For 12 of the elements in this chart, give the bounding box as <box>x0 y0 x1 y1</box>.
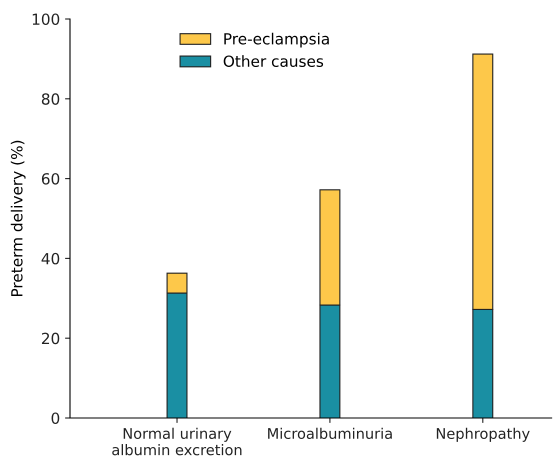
y-tick-label: 80 <box>42 93 60 105</box>
y-tick-label: 60 <box>42 173 60 185</box>
y-tick-label: 40 <box>42 252 60 264</box>
x-tick-label: Nephropathy <box>436 428 530 442</box>
y-axis-title: Preterm delivery (%) <box>10 140 26 296</box>
legend-label: Other causes <box>224 55 324 67</box>
y-tick-label: 20 <box>42 332 60 344</box>
x-tick-label: Normal urinary albumin excretion <box>112 428 242 456</box>
y-tick-label: 0 <box>52 412 60 424</box>
legend-label: Pre-eclampsia <box>224 32 329 48</box>
y-tick-label: 100 <box>32 13 60 26</box>
x-tick-label: Microalbuminuria <box>268 428 392 440</box>
